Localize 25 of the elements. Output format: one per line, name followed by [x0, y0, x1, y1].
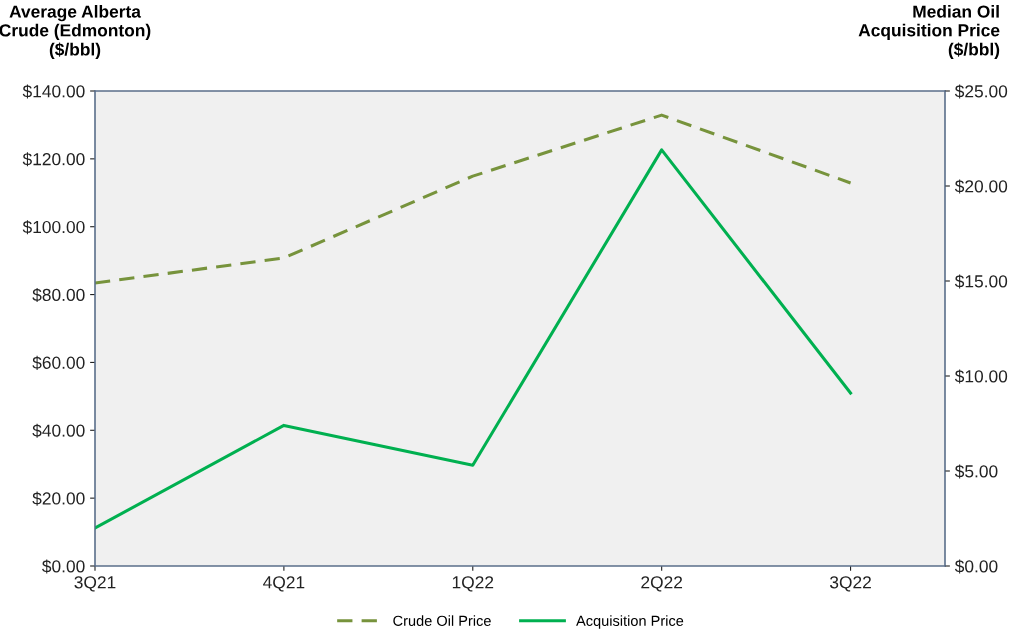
y2-tick-label: $5.00 [954, 464, 998, 479]
y2-tick-label: $20.00 [954, 179, 1008, 194]
y2-tick-label: $25.00 [954, 84, 1008, 99]
x-tick-label: 4Q21 [263, 576, 305, 592]
legend-label: Acquisition Price [576, 615, 684, 629]
y-tick-label: $120.00 [22, 152, 85, 167]
line-series [95, 113, 853, 285]
x-tick-label: 3Q22 [829, 576, 871, 592]
x-tick-label: 3Q21 [74, 576, 116, 592]
x-tick-label: 1Q22 [452, 576, 494, 592]
line-series [95, 148, 853, 530]
y-tick-label: $40.00 [32, 423, 85, 438]
y2-tick-label: $15.00 [954, 274, 1008, 289]
y-axis-title: Average Alberta Crude (Edmonton) ($/bbl) [0, 5, 151, 60]
legend-label: Crude Oil Price [393, 615, 491, 626]
y2-axis-title: Median Oil Acquisition Price ($/bbl) [858, 5, 1000, 59]
y-tick-label: $80.00 [32, 288, 85, 303]
y-tick-label: $60.00 [32, 355, 85, 370]
y-tick-label: $100.00 [22, 220, 85, 235]
y-tick-label: $20.00 [32, 491, 85, 506]
y-tick-label: $140.00 [22, 84, 85, 99]
y2-tick-label: $10.00 [954, 369, 1008, 384]
y2-tick-label: $0.00 [954, 559, 998, 574]
x-tick-label: 2Q22 [641, 576, 683, 592]
y-tick-label: $0.00 [42, 559, 85, 574]
